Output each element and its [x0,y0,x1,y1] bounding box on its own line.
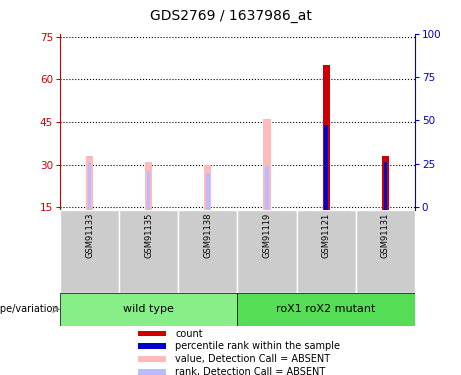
Bar [88,162,91,210]
Text: GSM91138: GSM91138 [203,213,213,258]
Bar [237,292,415,326]
Bar [323,65,330,210]
Text: rank, Detection Call = ABSENT: rank, Detection Call = ABSENT [175,367,325,375]
Bar [119,210,178,292]
Bar [60,210,119,292]
Bar [138,344,166,349]
Text: count: count [175,328,203,339]
Bar [204,165,212,210]
Bar [206,173,210,210]
Bar [382,156,389,210]
Text: GSM91119: GSM91119 [262,213,272,258]
Text: value, Detection Call = ABSENT: value, Detection Call = ABSENT [175,354,330,364]
Bar [265,166,269,210]
Bar [138,331,166,336]
Bar [86,156,93,210]
Bar [138,356,166,362]
Bar [296,210,356,292]
Text: GSM91121: GSM91121 [322,213,331,258]
Text: wild type: wild type [123,304,174,314]
Bar [138,369,166,375]
Bar [178,210,237,292]
Text: GSM91133: GSM91133 [85,213,94,258]
Text: roX1 roX2 mutant: roX1 roX2 mutant [277,304,376,314]
Text: genotype/variation: genotype/variation [0,304,59,314]
Bar [237,210,296,292]
Bar [325,125,328,210]
Bar [60,292,237,326]
Bar [147,171,150,210]
Text: GSM91131: GSM91131 [381,213,390,258]
Bar [145,162,152,210]
Text: percentile rank within the sample: percentile rank within the sample [175,341,340,351]
Text: GSM91135: GSM91135 [144,213,153,258]
Text: GDS2769 / 1637986_at: GDS2769 / 1637986_at [149,9,312,23]
Bar [263,119,271,210]
Bar [384,162,387,210]
Bar [356,210,415,292]
